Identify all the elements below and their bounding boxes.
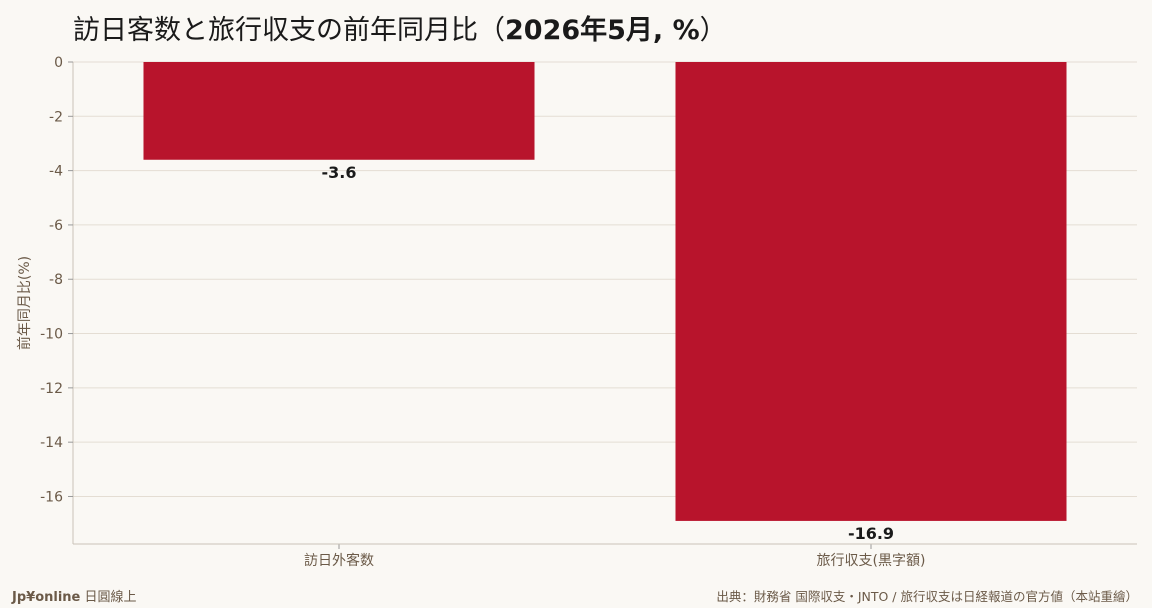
y-tick-label: -2 [49, 109, 63, 125]
y-tick-label: -8 [49, 272, 63, 288]
brand-footer: Jp¥online 日圓線上 [12, 586, 137, 605]
y-tick-label: 0 [54, 55, 63, 71]
y-tick-label: -16 [40, 489, 63, 505]
chart-title-main: 訪日客数と旅行収支の前年同月比（ [73, 15, 505, 46]
source-note: 出典：財務省 国際収支・JNTO / 旅行収支は日経報道の官方値（本站重繪） [716, 589, 1138, 604]
bar-1 [143, 62, 535, 160]
brand-name: Jp¥online [12, 590, 81, 605]
data-label: -3.6 [322, 163, 357, 182]
x-tick-label: 旅行収支(黒字額) [817, 553, 926, 569]
y-tick-label: -10 [40, 327, 63, 343]
chart-title-end: ） [699, 15, 727, 46]
y-tick-label: -6 [49, 218, 63, 234]
data-label: -16.9 [848, 524, 894, 543]
bar-2 [675, 62, 1067, 521]
y-axis-label: 前年同月比(%) [16, 256, 33, 350]
chart-title-bold: 2026年5月, % [505, 15, 700, 46]
y-tick-label: -4 [49, 164, 63, 180]
brand-suffix: 日圓線上 [84, 590, 137, 605]
chart-title: 訪日客数と旅行収支の前年同月比（2026年5月, %） [73, 8, 727, 47]
x-tick-label: 訪日外客数 [304, 552, 374, 569]
y-tick-label: -14 [40, 435, 63, 451]
y-tick-label: -12 [40, 381, 63, 397]
